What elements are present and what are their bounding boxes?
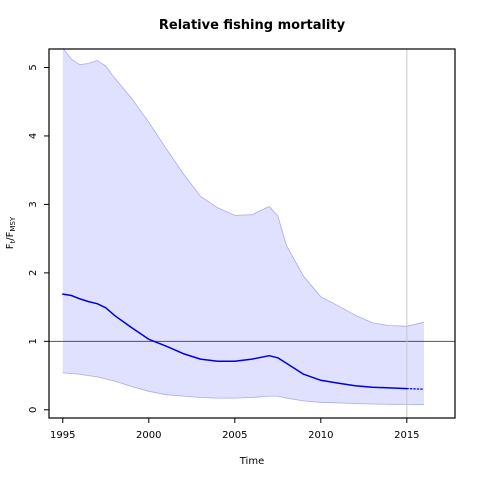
y-tick-label: 1 — [28, 338, 39, 344]
x-tick-label: 2010 — [308, 430, 333, 441]
confidence-band — [62, 48, 425, 405]
band-upper-edge — [62, 48, 425, 327]
y-tick-label: 4 — [28, 133, 39, 139]
plot-area — [49, 48, 455, 418]
x-axis: 1995 2000 2005 2010 2015 — [50, 418, 420, 441]
y-axis-label: Ft/FMSY — [5, 216, 17, 249]
y-tick-label: 3 — [28, 201, 39, 207]
y-label-sub1: t — [9, 240, 17, 243]
estimate-line — [62, 293, 408, 390]
y-tick-label: 0 — [28, 407, 39, 413]
x-axis-label: Time — [239, 456, 264, 467]
y-axis: 0 1 2 3 4 5 — [28, 64, 49, 413]
y-label-sub2: MSY — [9, 216, 17, 231]
x-tick-label: 2015 — [394, 430, 419, 441]
projection-line — [406, 388, 425, 390]
plot-frame — [48, 48, 456, 419]
y-tick-label: 2 — [28, 270, 39, 276]
chart-title: Relative fishing mortality — [159, 18, 346, 33]
y-tick-label: 5 — [28, 64, 39, 70]
x-tick-label: 2005 — [222, 430, 247, 441]
band-lower-edge — [62, 372, 425, 406]
x-tick-label: 2000 — [136, 430, 161, 441]
x-tick-label: 1995 — [50, 430, 75, 441]
y-label-sep: /F — [5, 231, 16, 240]
y-label-main: F — [5, 243, 16, 249]
